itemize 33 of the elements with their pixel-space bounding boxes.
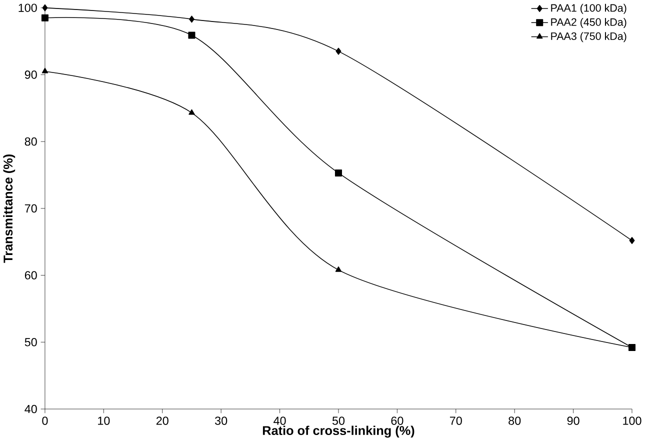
x-tick-label: 50: [332, 416, 345, 425]
point: [42, 68, 48, 74]
point: [336, 48, 342, 55]
legend-label: PAA3 (750 kDa): [551, 32, 626, 42]
point: [629, 237, 635, 244]
y-tick-label: 60: [24, 271, 37, 280]
y-tick-label: 80: [24, 137, 37, 146]
x-tick-label: 20: [156, 416, 168, 425]
legend-label: PAA1 (100 kDa): [551, 4, 626, 14]
point: [334, 170, 342, 177]
x-tick-label: 90: [567, 416, 580, 425]
x-tick-label: 40: [274, 416, 286, 425]
x-tick-label: 60: [391, 416, 404, 425]
x-tick-label: 30: [215, 416, 228, 425]
x-tick-label: 80: [508, 416, 521, 425]
y-tick-label: 70: [24, 204, 37, 213]
y-tick-label: 90: [24, 70, 37, 79]
x-tick-label: 100: [623, 416, 642, 425]
y-tick-label: 100: [18, 4, 37, 12]
y-axis-title: Transmittance (%): [3, 154, 16, 263]
x-tick-label: 0: [42, 416, 48, 425]
point: [188, 16, 194, 23]
point: [335, 266, 342, 272]
y-tick-label: 50: [24, 338, 37, 346]
point: [188, 32, 196, 39]
point: [42, 4, 48, 12]
point: [41, 14, 48, 22]
y-tick-label: 40: [24, 404, 37, 414]
x-axis-title: Ratio of cross-linking (%): [262, 426, 414, 438]
x-tick-label: 70: [450, 416, 462, 425]
x-tick-label: 10: [98, 416, 110, 425]
legend-label: PAA2 (450 kDa): [551, 18, 626, 28]
point: [188, 109, 195, 115]
